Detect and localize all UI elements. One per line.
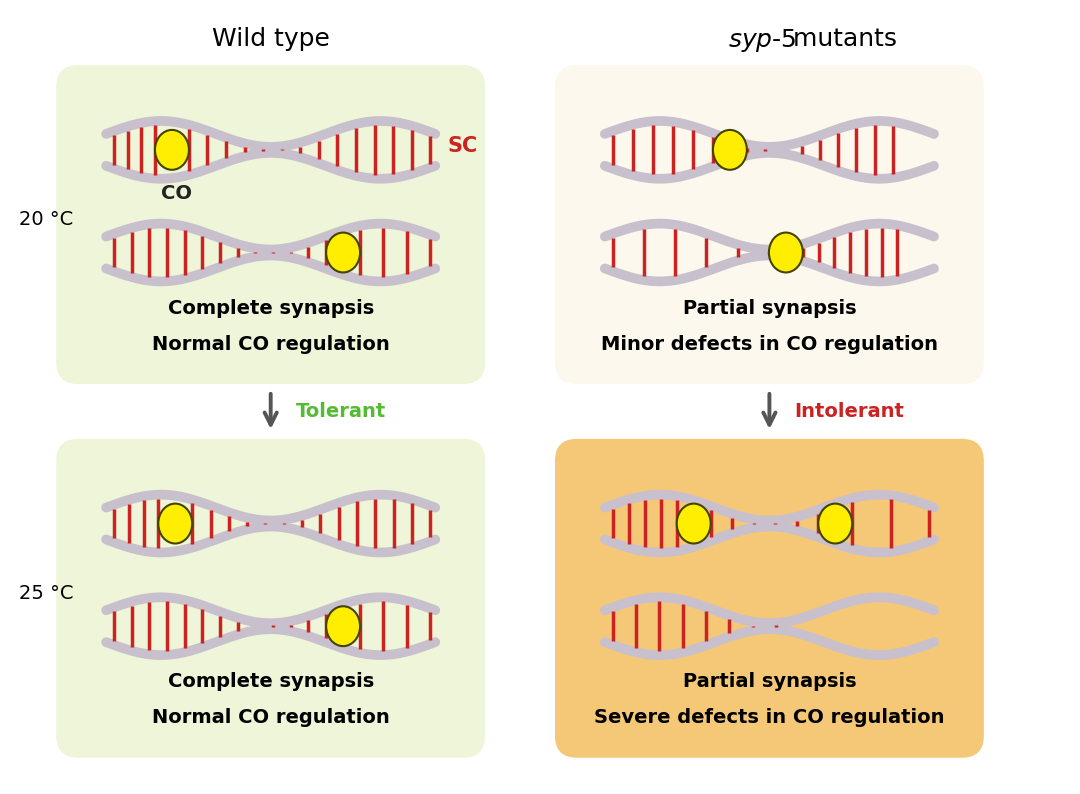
Ellipse shape [326,607,360,646]
Text: Complete synapsis: Complete synapsis [167,299,374,318]
Ellipse shape [769,233,802,272]
Text: Tolerant: Tolerant [296,402,386,421]
Text: SC: SC [447,136,477,156]
Text: CO: CO [161,183,192,202]
Ellipse shape [159,503,192,543]
Text: mutants: mutants [785,27,897,52]
Text: Normal CO regulation: Normal CO regulation [152,335,390,353]
Ellipse shape [677,503,711,543]
Text: Partial synapsis: Partial synapsis [683,673,856,692]
FancyBboxPatch shape [56,439,485,757]
Ellipse shape [156,130,189,170]
Ellipse shape [819,503,852,543]
FancyBboxPatch shape [555,439,984,757]
FancyBboxPatch shape [56,65,485,384]
Text: Normal CO regulation: Normal CO regulation [152,708,390,727]
Text: Intolerant: Intolerant [795,402,904,421]
Text: Severe defects in CO regulation: Severe defects in CO regulation [594,708,945,727]
FancyBboxPatch shape [555,65,984,384]
Text: 25 °C: 25 °C [19,584,73,603]
Text: $\mathit{syp}$-$\mathit{5}$: $\mathit{syp}$-$\mathit{5}$ [728,27,796,54]
Text: 20 °C: 20 °C [19,210,73,229]
Text: Wild type: Wild type [212,27,329,52]
Text: Minor defects in CO regulation: Minor defects in CO regulation [600,335,937,353]
Ellipse shape [713,130,747,170]
Text: Complete synapsis: Complete synapsis [167,673,374,692]
Ellipse shape [326,233,360,272]
Text: Partial synapsis: Partial synapsis [683,299,856,318]
